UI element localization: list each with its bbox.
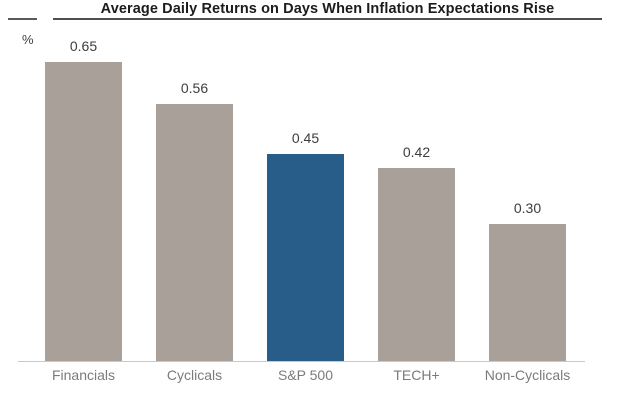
- bar-column-financials: 0.65: [28, 39, 139, 362]
- bar-value-label: 0.56: [180, 80, 209, 96]
- bar-financials: [45, 62, 122, 362]
- bar-column-s-p-500: 0.45: [250, 131, 361, 362]
- bar-column-cyclicals: 0.56: [139, 81, 250, 362]
- category-label-financials: Financials: [51, 367, 116, 383]
- bar-cyclicals: [156, 104, 233, 362]
- y-axis-unit-label: %: [22, 32, 34, 47]
- chart-title: Average Daily Returns on Days When Infla…: [100, 1, 555, 17]
- plot-area: 0.65 0.56 0.45 0.42 0.30: [28, 30, 583, 362]
- title-rule-left-segment: [8, 18, 37, 20]
- category-label-cyclicals: Cyclicals: [166, 367, 223, 383]
- title-underline-rule: [53, 18, 602, 20]
- bar-value-label: 0.45: [291, 130, 320, 146]
- bar-tech: [378, 168, 455, 362]
- bar-value-label: 0.42: [402, 144, 431, 160]
- bar-non-cyclicals: [489, 224, 566, 362]
- x-axis-line: [18, 361, 585, 362]
- bar-column-tech: 0.42: [361, 145, 472, 362]
- bar-s-p-500: [267, 154, 344, 362]
- bar-value-label: 0.30: [513, 200, 542, 216]
- category-axis-labels: Financials Cyclicals S&P 500 TECH+ Non-Cycli…: [28, 367, 583, 384]
- category-label-non-cyclicals: Non-Cyclicals: [484, 367, 571, 383]
- bar-value-label: 0.65: [69, 38, 98, 54]
- category-label-tech: TECH+: [393, 367, 440, 383]
- bar-column-non-cyclicals: 0.30: [472, 201, 583, 362]
- category-label-s-p-500: S&P 500: [277, 367, 333, 383]
